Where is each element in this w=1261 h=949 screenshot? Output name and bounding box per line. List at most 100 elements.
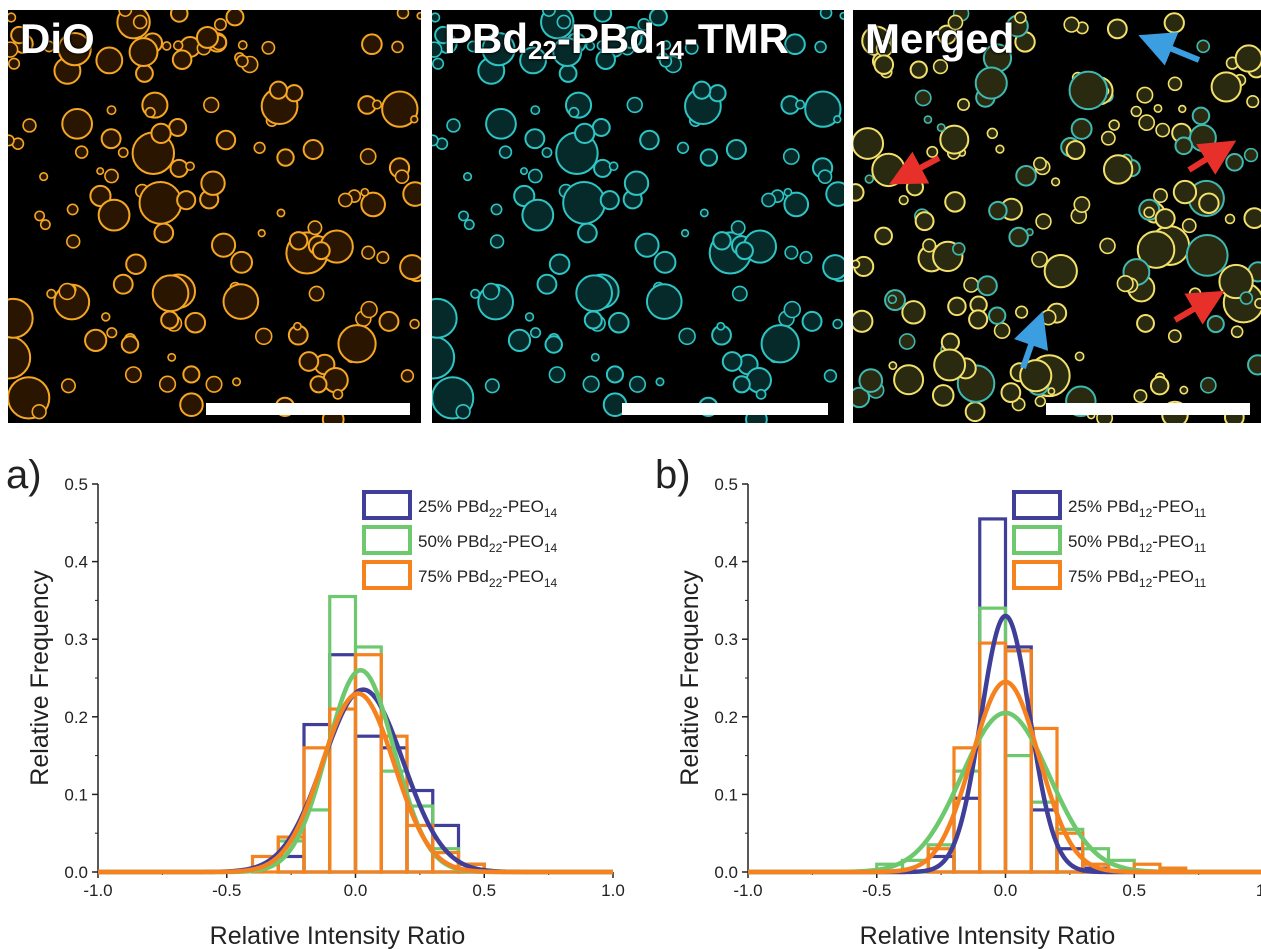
vesicle-ring	[645, 283, 683, 320]
vesicle-ring	[804, 90, 842, 128]
vesicle-ring	[1043, 254, 1078, 289]
vesicle-ring	[381, 90, 419, 128]
vesicle-ring	[167, 352, 177, 362]
vesicle-ring	[96, 167, 105, 176]
vesicle-ring	[1000, 382, 1022, 404]
vesicle-ring	[1070, 117, 1093, 140]
vesicle-ring	[1243, 207, 1261, 229]
x-tick-label: 0.5	[472, 881, 496, 900]
vesicle-rings	[432, 10, 844, 423]
vesicle-ring	[182, 365, 201, 384]
vesicle-ring	[548, 253, 571, 275]
vesicle-ring	[1181, 218, 1197, 234]
gaussian-fit-line	[98, 691, 613, 875]
vesicle-ring	[1149, 375, 1170, 396]
vesicle-ring	[626, 96, 643, 114]
vesicle-ring	[378, 310, 400, 332]
vesicle-ring	[124, 366, 142, 384]
vesicle-ring	[1239, 291, 1254, 305]
vesicle-ring	[595, 49, 616, 70]
vesicle-ring	[923, 115, 933, 124]
vesicle-ring	[783, 191, 810, 218]
vesicle-ring	[117, 147, 129, 158]
vesicle-ring	[507, 328, 532, 352]
vesicle-ring	[730, 220, 746, 236]
vesicle-ring	[1116, 274, 1134, 293]
vesicle-ring	[1100, 130, 1116, 146]
y-tick-label: 0.2	[64, 708, 88, 727]
vesicle-ring	[150, 122, 172, 145]
vesicle-ring	[957, 98, 970, 111]
vesicle-ring	[195, 25, 219, 49]
vesicle-ring	[936, 24, 958, 45]
x-tick-label: 1.	[1256, 881, 1261, 900]
vesicle-ring	[544, 335, 563, 354]
vesicle-ring	[169, 10, 189, 23]
legend-swatch	[1012, 560, 1062, 590]
vesicle-ring	[288, 231, 309, 251]
vesicle-ring	[1074, 351, 1085, 362]
vesicle-ring	[1174, 136, 1194, 156]
vesicle-ring	[619, 25, 643, 49]
vesicle-ring	[485, 107, 517, 140]
vesicle-ring	[858, 368, 884, 393]
vesicle-ring	[822, 254, 844, 281]
vesicle-ring	[84, 328, 108, 352]
vesicle-ring	[230, 250, 254, 274]
x-tick-label: -1.0	[83, 881, 112, 900]
vesicle-ring	[1246, 95, 1260, 109]
panel-label: a)	[6, 453, 42, 497]
vesicle-ring	[783, 300, 801, 319]
vesicle-ring	[608, 311, 630, 334]
y-tick-label: 0.2	[714, 708, 738, 727]
chart-panel-a: a) 0.0 0.1 0.2 0.3 0.4 0.5 -1.0 -0.5 0.0 0.5 1.0 Rel…	[6, 453, 625, 949]
histogram-bar	[978, 641, 1008, 874]
vesicle-ring	[410, 115, 419, 124]
merged-fluorescence-image: Merged	[853, 10, 1261, 423]
vesicle-ring	[716, 321, 726, 331]
vesicle-ring	[1133, 389, 1148, 404]
vesicle-ring	[97, 198, 131, 232]
vesicle-ring	[1033, 156, 1047, 171]
vesicle-ring	[118, 10, 133, 17]
vesicle-ring	[680, 228, 690, 238]
histogram-bar	[1029, 808, 1059, 874]
y-tick-label: 0.4	[64, 553, 88, 572]
vesicle-ring	[521, 198, 555, 232]
vesicle-ring	[125, 253, 147, 275]
vesicle-ring	[467, 40, 479, 53]
vesicle-ring	[825, 181, 844, 207]
vesicle-ring	[678, 327, 696, 346]
vesicle-ring	[735, 241, 754, 261]
vesicle-ring	[359, 148, 377, 165]
x-axis-title: Relative Intensity Ratio	[860, 922, 1116, 949]
vesicle-ring	[311, 241, 331, 261]
vesicle-ring	[400, 369, 415, 383]
vesicle-ring	[519, 167, 528, 176]
vesicle-ring	[432, 134, 439, 147]
vesicle-ring	[60, 378, 76, 394]
vesicle-ring	[782, 148, 800, 165]
vesicle-ring	[634, 232, 660, 258]
vesicle-ring	[922, 238, 937, 253]
vesicle-ring	[933, 348, 967, 382]
vesicle-ring	[568, 106, 580, 118]
vesicle-ring	[376, 250, 390, 265]
vesicle-ring	[308, 285, 325, 302]
vesicle-ring	[254, 327, 273, 346]
vesicle-ring	[1143, 206, 1155, 219]
vesicle-ring	[498, 145, 513, 159]
vesicle-ring	[655, 377, 665, 387]
histogram-bar	[1055, 831, 1085, 874]
vesicle-ring	[222, 283, 260, 320]
vesicle-ring	[799, 250, 813, 265]
vesicle-ring	[307, 220, 323, 236]
vesicle-ring	[237, 40, 248, 51]
vesicle-ring	[235, 54, 249, 68]
vesicle-ring	[215, 129, 237, 151]
vesicle-ring	[8, 297, 34, 339]
vesicle-ring	[1099, 237, 1116, 255]
y-tick-label: 0.0	[64, 863, 88, 882]
red-arrow-icon	[1187, 140, 1237, 175]
vesicle-ring	[1035, 213, 1052, 230]
